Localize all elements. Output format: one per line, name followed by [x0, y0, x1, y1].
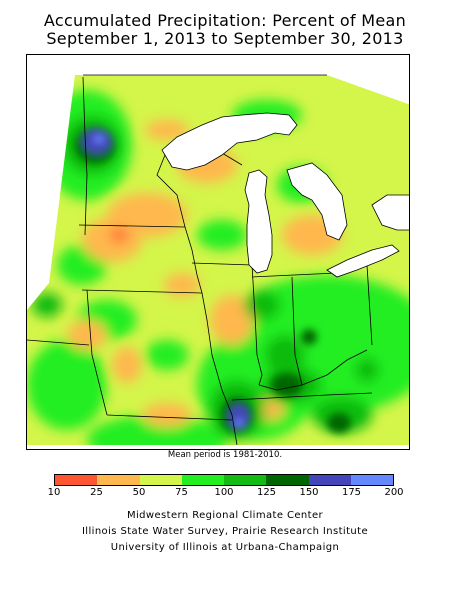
credit-line3: University of Illinois at Urbana-Champai… — [110, 542, 340, 553]
legend-swatch-1 — [97, 475, 140, 485]
great-lakes — [161, 112, 409, 278]
legend-tick-label: 125 — [256, 487, 277, 498]
legend-tick-label: 25 — [90, 487, 103, 498]
legend-tick-labels: 10 25 50 75 100 125 150 175 200 — [48, 487, 404, 501]
legend-tick-label: 150 — [299, 487, 319, 498]
mean-period-note: Mean period is 1981-2010. — [167, 450, 283, 460]
legend-swatch-7 — [350, 475, 393, 485]
legend-swatch-4 — [224, 475, 267, 485]
legend-swatch-2 — [139, 475, 182, 485]
canada-area — [75, 55, 409, 105]
map-title-line2: September 1, 2013 to September 30, 2013 — [46, 29, 404, 48]
precipitation-map — [26, 54, 410, 450]
credit-line1: Midwestern Regional Climate Center — [126, 510, 324, 521]
legend-swatch-6 — [308, 475, 351, 485]
legend-tick-label: 100 — [214, 487, 234, 498]
legend-tick-label: 200 — [384, 487, 404, 498]
legend-tick-label: 10 — [47, 487, 61, 498]
color-legend — [54, 474, 394, 486]
credit-line2: Illinois State Water Survey, Prairie Res… — [81, 526, 369, 537]
legend-swatch-0 — [55, 475, 98, 485]
map-title-line1: Accumulated Precipitation: Percent of Me… — [43, 11, 407, 30]
legend-swatch-3 — [181, 475, 224, 485]
legend-tick-label: 75 — [175, 487, 188, 498]
legend-tick-label: 175 — [341, 487, 362, 498]
legend-tick-label: 50 — [132, 487, 146, 498]
legend-swatch-5 — [266, 475, 309, 485]
precipitation-map-graphic — [27, 55, 409, 446]
